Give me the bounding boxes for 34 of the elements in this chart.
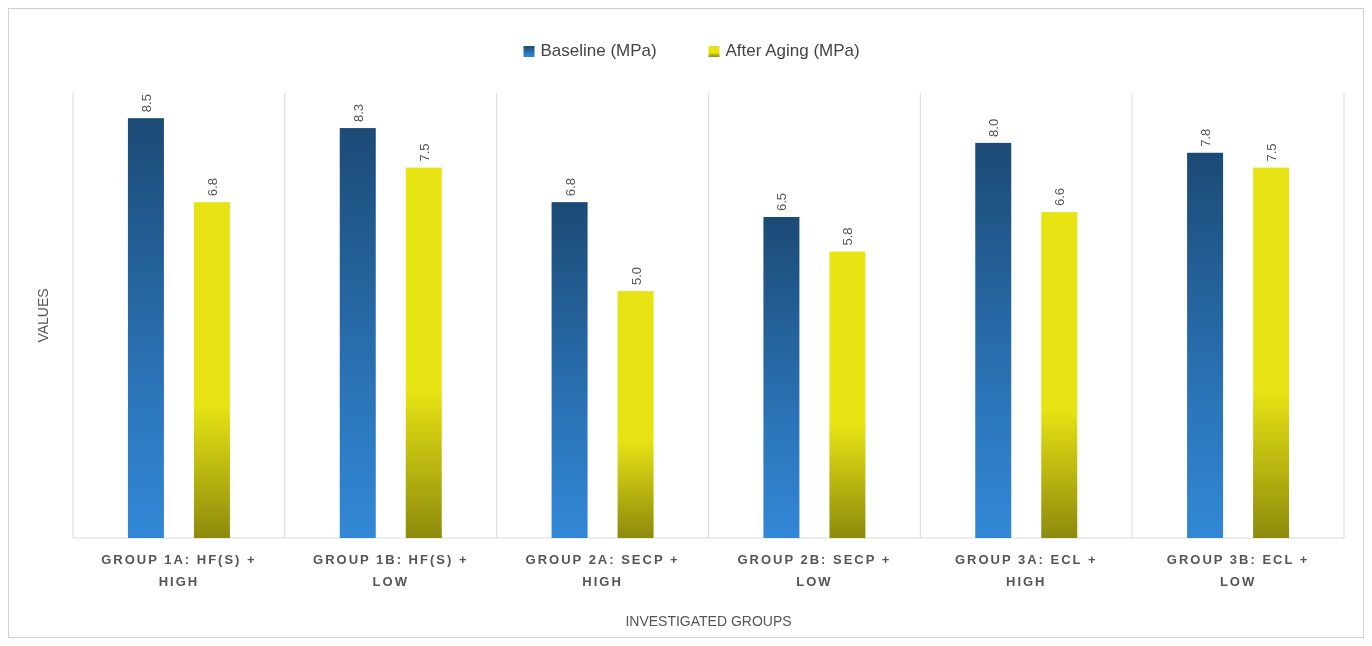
data-label: 6.5 bbox=[774, 192, 790, 211]
bar bbox=[1253, 167, 1290, 538]
x-tick-label: GROUP 3B: ECL + LOW bbox=[1166, 552, 1310, 589]
data-label: 8.5 bbox=[138, 94, 154, 113]
bar bbox=[1041, 212, 1078, 538]
y-axis-title: VALUES bbox=[35, 288, 51, 343]
data-label: 6.8 bbox=[204, 178, 220, 197]
bar bbox=[551, 202, 588, 538]
data-label: 8.0 bbox=[986, 118, 1002, 137]
bar bbox=[339, 128, 376, 538]
bar bbox=[617, 291, 654, 538]
x-tick-label: GROUP 3A: ECL + HIGH bbox=[954, 552, 1098, 589]
bar bbox=[975, 142, 1012, 538]
data-label: 7.5 bbox=[416, 143, 432, 162]
x-tick-label: GROUP 2B: SECP + LOW bbox=[737, 552, 892, 589]
x-tick-label: GROUP 2A: SECP + HIGH bbox=[525, 552, 680, 589]
legend-label: After Aging (MPa) bbox=[725, 41, 860, 60]
bar bbox=[127, 118, 164, 538]
data-label: 7.8 bbox=[1198, 128, 1214, 147]
bar bbox=[405, 167, 442, 538]
bar bbox=[829, 251, 866, 538]
x-tick-label: GROUP 1B: HF(S) + LOW bbox=[313, 552, 469, 589]
data-label: 5.0 bbox=[628, 266, 644, 286]
data-label: 7.5 bbox=[1264, 143, 1280, 162]
data-label: 6.8 bbox=[562, 178, 578, 197]
x-axis-title: INVESTIGATED GROUPS bbox=[625, 613, 792, 629]
data-label: 6.6 bbox=[1052, 187, 1068, 207]
data-label: 8.3 bbox=[350, 103, 366, 123]
x-tick-label: GROUP 1A: HF(S) + HIGH bbox=[101, 552, 257, 589]
legend-label: Baseline (MPa) bbox=[540, 41, 657, 60]
data-label: 5.8 bbox=[840, 227, 856, 246]
bar bbox=[193, 202, 230, 538]
bar bbox=[1187, 152, 1224, 538]
bar bbox=[763, 216, 800, 538]
